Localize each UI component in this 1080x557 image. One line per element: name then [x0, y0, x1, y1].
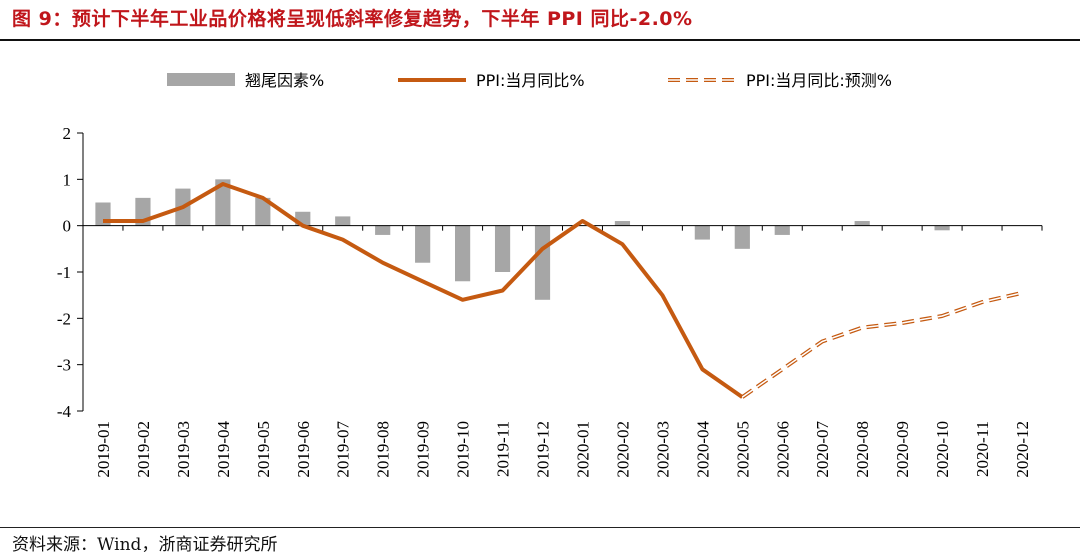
- bar-tailwind: [415, 225, 431, 263]
- bar-tailwind: [455, 225, 471, 282]
- bar-tailwind: [215, 179, 231, 226]
- x-tick-label: 2019-05: [254, 421, 273, 478]
- bar-tailwind: [694, 225, 710, 240]
- chart-title: 图 9：预计下半年工业品价格将呈现低斜率修复趋势，下半年 PPI 同比-2.0%: [12, 8, 693, 30]
- bar-tailwind: [934, 225, 950, 231]
- x-tick-label: 2019-01: [94, 421, 113, 478]
- x-tick-label: 2020-02: [613, 421, 632, 478]
- y-tick-label: -2: [57, 309, 71, 328]
- chart: 翘尾因素% PPI:当月同比% PPI:当月同比:预测% 2 1 0 -1 -2 -3 -4…: [57, 71, 1043, 478]
- x-tick-label: 2019-06: [294, 421, 313, 478]
- x-tick-label: 2019-08: [374, 421, 393, 478]
- legend: 翘尾因素% PPI:当月同比% PPI:当月同比:预测%: [167, 71, 892, 90]
- line-ppi-yoy: [103, 182, 744, 399]
- x-tick-label: 2019-03: [174, 421, 193, 478]
- legend-bar-swatch: [167, 73, 235, 86]
- x-tick-label: 2019-02: [134, 421, 153, 478]
- line-series: [103, 182, 1023, 399]
- bar-tailwind: [335, 216, 351, 226]
- y-tick-label: -1: [57, 263, 71, 282]
- x-tick-label: 2020-09: [893, 421, 912, 478]
- x-tick-label: 2020-06: [773, 421, 792, 478]
- bar-tailwind: [375, 225, 391, 235]
- x-tick-label: 2020-12: [1013, 421, 1032, 478]
- x-tick-label: 2020-08: [853, 421, 872, 478]
- source-divider: [0, 527, 1080, 528]
- x-tick-label: 2019-10: [454, 421, 473, 478]
- y-tick-label: 2: [63, 124, 72, 143]
- y-tick-label: 0: [63, 217, 72, 236]
- x-tick-label: 2019-07: [334, 421, 353, 478]
- y-tick-label: -4: [57, 402, 72, 421]
- x-tick-label: 2020-11: [973, 421, 992, 477]
- x-tick-label: 2020-04: [693, 421, 712, 478]
- x-axis: 2019-01 2019-02 2019-03 2019-04 2019-05 2019-…: [82, 225, 1043, 478]
- bar-tailwind: [614, 221, 631, 226]
- x-tick-label: 2019-11: [494, 421, 513, 477]
- bar-tailwind: [255, 197, 271, 226]
- bar-tailwind: [534, 225, 551, 300]
- x-tick-label: 2020-01: [573, 421, 592, 478]
- line-ppi-forecast: [741, 290, 1023, 399]
- x-tick-label: 2020-07: [813, 421, 832, 478]
- x-tick-label: 2019-12: [534, 421, 553, 478]
- x-tick-label: 2019-04: [214, 421, 233, 478]
- legend-label-tailwind: 翘尾因素%: [245, 71, 324, 90]
- bar-tailwind: [734, 225, 750, 249]
- legend-label-ppi-forecast: PPI:当月同比:预测%: [746, 71, 892, 90]
- bar-tailwind: [854, 221, 870, 226]
- x-tick-label: 2019-09: [414, 421, 433, 478]
- bar-series: [95, 179, 950, 300]
- title-divider: [0, 39, 1080, 41]
- x-tick-label: 2020-10: [933, 421, 952, 478]
- y-tick-label: -3: [57, 356, 71, 375]
- line-ppi-forecast-inner: [741, 292, 1023, 398]
- x-tick-label: 2020-03: [653, 421, 672, 478]
- legend-label-ppi: PPI:当月同比%: [476, 71, 585, 90]
- source-note: 资料来源：Wind，浙商证券研究所: [12, 535, 278, 555]
- bar-tailwind: [774, 225, 790, 235]
- y-axis: 2 1 0 -1 -2 -3 -4: [57, 124, 84, 421]
- y-tick-label: 1: [63, 170, 72, 189]
- x-tick-label: 2020-05: [733, 421, 752, 478]
- bar-tailwind: [494, 225, 511, 272]
